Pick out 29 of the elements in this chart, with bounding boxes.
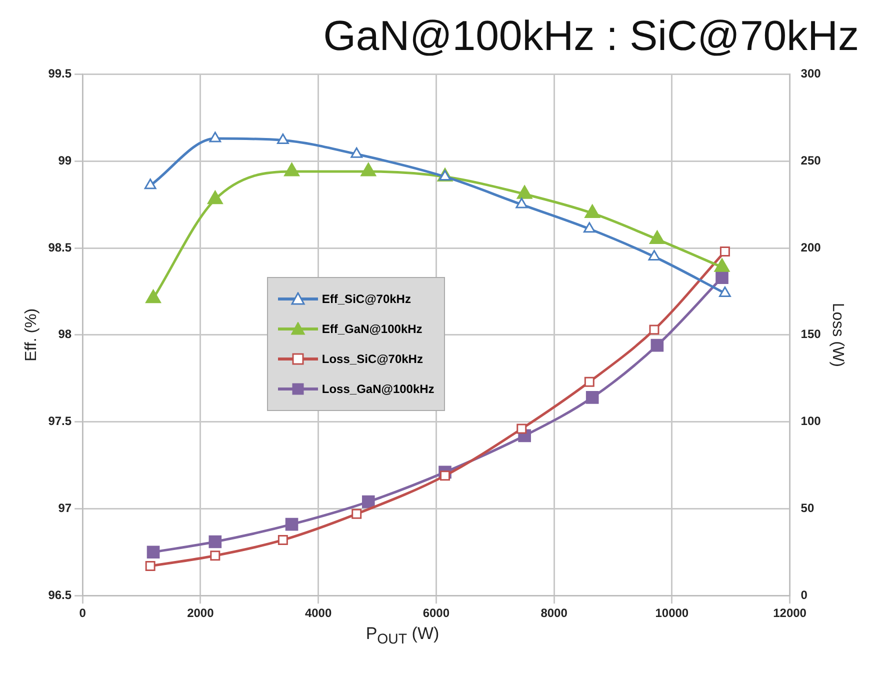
y2-tick-label: 50 xyxy=(800,501,814,516)
legend-label: Loss_GaN@100kHz xyxy=(322,382,434,396)
y2-tick-label: 200 xyxy=(800,240,822,254)
x-tick-label: 2000 xyxy=(187,606,214,620)
y2-axis-title: Loss (W) xyxy=(828,302,846,367)
y-tick-label: 99.5 xyxy=(48,66,72,81)
x-tick-label: 12000 xyxy=(773,606,807,620)
x-tick-label: 6000 xyxy=(422,606,450,620)
y-tick-label: 98.5 xyxy=(48,240,72,254)
chart-title: GaN@100kHz : SiC@70kHz xyxy=(322,11,860,61)
y2-tick-label: 100 xyxy=(800,414,822,428)
legend-label: Eff_SiC@70kHz xyxy=(322,292,411,306)
y-tick-label: 98 xyxy=(58,327,72,342)
x-tick-label: 8000 xyxy=(540,606,568,620)
y2-tick-label: 300 xyxy=(800,66,822,81)
y2-tick-label: 0 xyxy=(800,588,808,602)
y2-tick-label: 250 xyxy=(800,153,822,168)
x-tick-label: 4000 xyxy=(304,606,332,620)
y-tick-label: 97 xyxy=(58,501,72,516)
y-tick-label: 97.5 xyxy=(48,414,72,428)
y-axis-title: Eff. (%) xyxy=(23,308,40,362)
x-tick-label: 0 xyxy=(79,606,86,620)
legend-label: Loss_SiC@70kHz xyxy=(322,352,423,366)
legend-label: Eff_GaN@100kHz xyxy=(322,322,422,336)
x-tick-label: 10000 xyxy=(655,606,689,620)
y-tick-label: 99 xyxy=(58,153,72,168)
x-axis-title: P$_{OUT}$ (W) xyxy=(364,624,440,648)
y-tick-label: 96.5 xyxy=(48,588,72,602)
y2-tick-label: 150 xyxy=(800,327,822,342)
